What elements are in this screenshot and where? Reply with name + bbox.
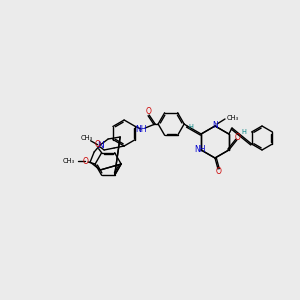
Text: CH₃: CH₃ xyxy=(63,158,75,164)
Text: N: N xyxy=(97,140,104,149)
Text: N: N xyxy=(212,122,218,130)
Text: CH₃: CH₃ xyxy=(227,115,239,121)
Text: O: O xyxy=(145,106,151,116)
Text: H: H xyxy=(242,129,246,135)
Text: O: O xyxy=(95,140,100,149)
Text: O: O xyxy=(235,133,241,142)
Text: NH: NH xyxy=(194,146,206,154)
Text: O: O xyxy=(216,167,222,176)
Text: NH: NH xyxy=(135,124,147,134)
Text: O: O xyxy=(82,157,88,166)
Text: CH₃: CH₃ xyxy=(81,135,93,141)
Text: H: H xyxy=(189,124,194,130)
